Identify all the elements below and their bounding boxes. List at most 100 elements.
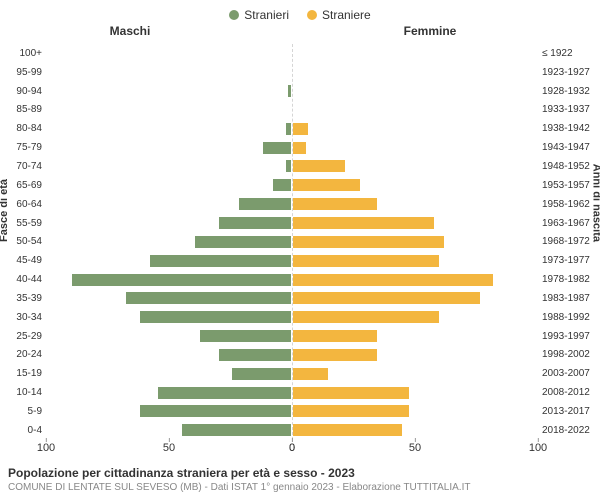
birth-year-label: 1938-1942	[538, 123, 596, 134]
age-label: 55-59	[4, 218, 46, 229]
female-bar	[292, 367, 329, 381]
age-label: 15-19	[4, 368, 46, 379]
male-bar	[218, 216, 292, 230]
male-bar	[139, 310, 292, 324]
chart-subtitle: COMUNE DI LENTATE SUL SEVESO (MB) - Dati…	[8, 482, 592, 493]
male-bar	[125, 291, 292, 305]
male-bar	[157, 386, 292, 400]
age-label: 85-89	[4, 104, 46, 115]
birth-year-label: 1983-1987	[538, 293, 596, 304]
male-bar	[285, 122, 292, 136]
male-bar	[285, 159, 292, 173]
x-ticks-left: 100500	[46, 440, 292, 462]
population-pyramid-chart: Stranieri Straniere Maschi Femmine Fasce…	[0, 0, 600, 500]
birth-year-label: 1943-1947	[538, 142, 596, 153]
male-bar	[199, 329, 292, 343]
female-bar	[292, 291, 481, 305]
age-label: 25-29	[4, 331, 46, 342]
male-bar	[231, 367, 293, 381]
x-tick: 50	[409, 442, 421, 454]
female-bar	[292, 216, 435, 230]
female-bar	[292, 329, 378, 343]
female-bar	[292, 423, 403, 437]
birth-year-label: 1928-1932	[538, 86, 596, 97]
legend: Stranieri Straniere	[0, 0, 600, 24]
y-axis-age-labels: 100+95-9990-9485-8980-8475-7970-7465-696…	[0, 44, 46, 440]
male-bar	[139, 404, 292, 418]
birth-year-label: 1933-1937	[538, 104, 596, 115]
male-bar	[149, 254, 292, 268]
birth-year-label: 1988-1992	[538, 312, 596, 323]
x-ticks-right: 050100	[292, 440, 538, 462]
male-bar	[218, 348, 292, 362]
birth-year-label: 1948-1952	[538, 161, 596, 172]
x-tick: 0	[289, 442, 295, 454]
male-bar	[181, 423, 292, 437]
age-label: 75-79	[4, 142, 46, 153]
female-bar	[292, 404, 410, 418]
age-label: 35-39	[4, 293, 46, 304]
age-label: 65-69	[4, 180, 46, 191]
birth-year-label: 1968-1972	[538, 236, 596, 247]
age-label: 10-14	[4, 387, 46, 398]
age-label: 45-49	[4, 255, 46, 266]
female-bar	[292, 254, 440, 268]
age-label: 60-64	[4, 199, 46, 210]
plot-area: Fasce di età Anni di nascita 100+95-9990…	[0, 44, 600, 440]
female-bar	[292, 122, 309, 136]
birth-year-label: 1978-1982	[538, 274, 596, 285]
female-bar	[292, 235, 445, 249]
age-label: 40-44	[4, 274, 46, 285]
x-tick: 100	[37, 442, 55, 454]
age-label: 80-84	[4, 123, 46, 134]
y-axis-right-title: Anni di nascita	[590, 164, 600, 242]
birth-year-label: 2003-2007	[538, 368, 596, 379]
age-label: 30-34	[4, 312, 46, 323]
y-axis-birth-labels: ≤ 1922 1923-1927 1928-1932 1933-1937 1938-19…	[538, 44, 600, 440]
female-bar	[292, 386, 410, 400]
age-label: 20-24	[4, 349, 46, 360]
female-bar	[292, 273, 494, 287]
age-label: 70-74	[4, 161, 46, 172]
birth-year-label: 1958-1962	[538, 199, 596, 210]
age-label: 5-9	[4, 406, 46, 417]
age-label: 50-54	[4, 236, 46, 247]
birth-year-label: 2013-2017	[538, 406, 596, 417]
female-bar	[292, 348, 378, 362]
male-bar	[71, 273, 292, 287]
bars-area	[46, 44, 538, 440]
x-ticks: 100500 050100	[46, 440, 538, 462]
column-header-male: Maschi	[0, 24, 300, 44]
x-axis: 100500 050100	[0, 440, 600, 462]
x-tick: 100	[529, 442, 547, 454]
birth-year-label: 1993-1997	[538, 331, 596, 342]
legend-male-label: Stranieri	[244, 8, 289, 22]
center-axis-line	[292, 44, 293, 440]
birth-year-label: 2018-2022	[538, 425, 596, 436]
birth-year-label: 1973-1977	[538, 255, 596, 266]
birth-year-label: 1923-1927	[538, 67, 596, 78]
female-bar	[292, 159, 346, 173]
chart-title: Popolazione per cittadinanza straniera p…	[8, 466, 592, 480]
column-header-female: Femmine	[300, 24, 600, 44]
male-bar	[194, 235, 292, 249]
legend-female-swatch	[307, 10, 317, 20]
birth-year-label: 1953-1957	[538, 180, 596, 191]
birth-year-label: 1963-1967	[538, 218, 596, 229]
male-bar	[262, 141, 292, 155]
x-tick: 50	[163, 442, 175, 454]
age-label: 95-99	[4, 67, 46, 78]
legend-female-label: Straniere	[322, 8, 371, 22]
male-bar	[238, 197, 292, 211]
legend-female: Straniere	[307, 6, 371, 24]
female-bar	[292, 178, 361, 192]
female-bar	[292, 310, 440, 324]
birth-year-label: ≤ 1922	[538, 48, 596, 59]
birth-year-label: 2008-2012	[538, 387, 596, 398]
age-label: 90-94	[4, 86, 46, 97]
legend-male-swatch	[229, 10, 239, 20]
column-headers: Maschi Femmine	[0, 24, 600, 44]
y-axis-left-title: Fasce di età	[0, 179, 10, 242]
age-label: 0-4	[4, 425, 46, 436]
legend-male: Stranieri	[229, 6, 289, 24]
